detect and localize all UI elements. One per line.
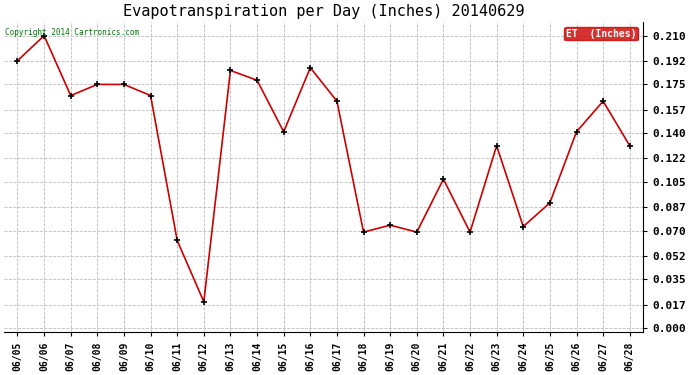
Text: Copyright 2014 Cartronics.com: Copyright 2014 Cartronics.com [6, 28, 139, 37]
Legend: ET  (Inches): ET (Inches) [564, 27, 638, 40]
Title: Evapotranspiration per Day (Inches) 20140629: Evapotranspiration per Day (Inches) 2014… [123, 4, 524, 19]
